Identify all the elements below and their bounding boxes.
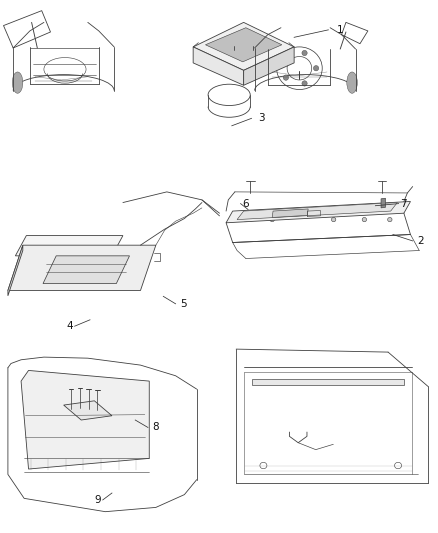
Ellipse shape — [283, 75, 288, 80]
Polygon shape — [64, 401, 112, 420]
Ellipse shape — [346, 72, 357, 93]
Ellipse shape — [12, 72, 23, 93]
Ellipse shape — [124, 257, 130, 263]
Text: 2: 2 — [416, 236, 423, 246]
Polygon shape — [21, 370, 149, 469]
Text: 4: 4 — [66, 321, 73, 331]
Ellipse shape — [269, 217, 274, 222]
Text: 6: 6 — [242, 199, 249, 208]
Text: 5: 5 — [180, 299, 187, 309]
Polygon shape — [272, 209, 307, 217]
Polygon shape — [205, 28, 281, 62]
Polygon shape — [193, 47, 243, 85]
Ellipse shape — [313, 66, 318, 71]
Polygon shape — [15, 236, 123, 256]
Polygon shape — [8, 245, 23, 296]
Polygon shape — [237, 203, 396, 220]
Ellipse shape — [243, 217, 247, 222]
Text: 8: 8 — [152, 423, 159, 432]
Text: 7: 7 — [399, 199, 406, 208]
Polygon shape — [8, 245, 155, 290]
Text: 3: 3 — [257, 114, 264, 123]
Ellipse shape — [387, 217, 391, 222]
Polygon shape — [193, 22, 293, 70]
Polygon shape — [226, 201, 410, 223]
Ellipse shape — [301, 50, 307, 55]
Ellipse shape — [301, 81, 307, 86]
Polygon shape — [43, 256, 129, 284]
Polygon shape — [252, 379, 403, 385]
Text: 9: 9 — [94, 495, 101, 505]
Ellipse shape — [361, 217, 366, 222]
Ellipse shape — [331, 217, 335, 222]
Polygon shape — [243, 47, 293, 85]
Polygon shape — [380, 198, 385, 208]
Ellipse shape — [283, 56, 288, 61]
Text: 1: 1 — [336, 25, 343, 35]
